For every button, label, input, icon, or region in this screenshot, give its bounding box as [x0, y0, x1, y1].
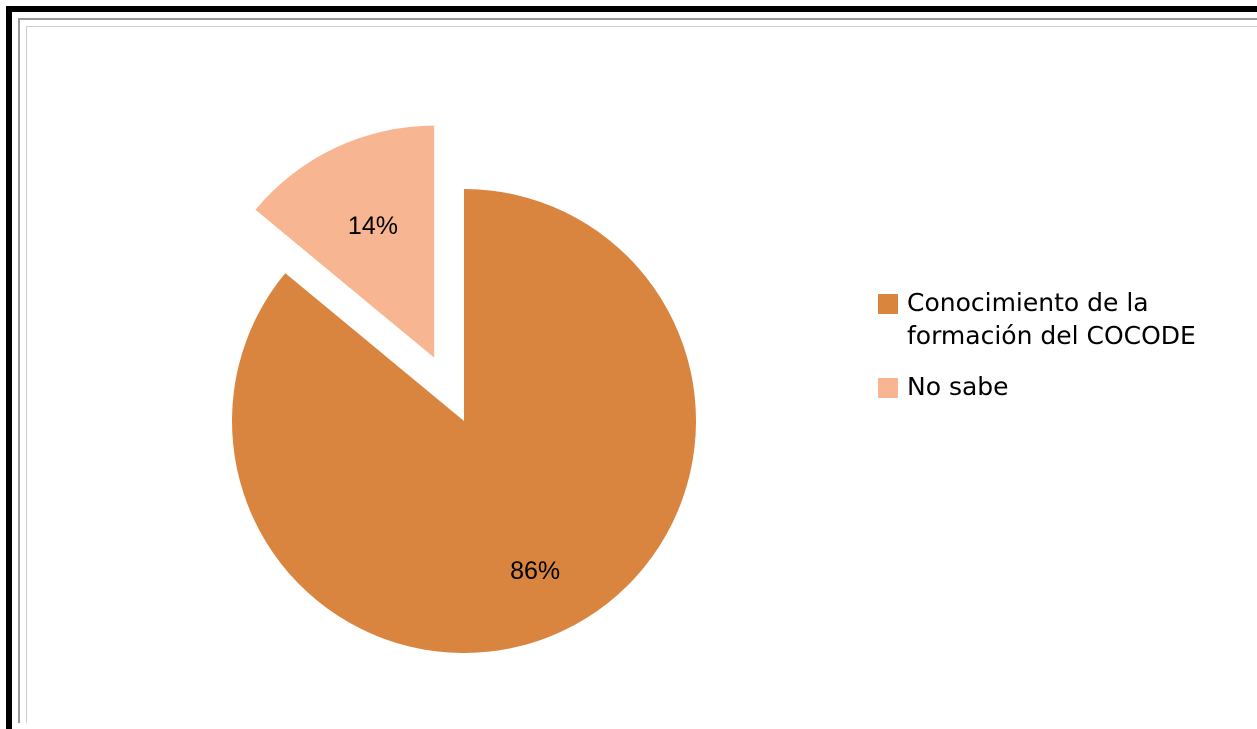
pie-labels: 86% 14% — [348, 212, 560, 585]
chart-frame-line — [26, 26, 1257, 723]
legend-item-no-sabe: No sabe — [876, 370, 1236, 403]
legend-label-no-sabe: No sabe — [907, 372, 1009, 401]
pie-label-14pct: 14% — [348, 212, 398, 240]
legend-swatch-no-sabe — [878, 378, 898, 398]
legend-item-conocimiento: Conocimiento de la formación del COCODE — [876, 286, 1236, 352]
legend-label-conocimiento: Conocimiento de la formación del COCODE — [907, 288, 1196, 350]
chart-legend: Conocimiento de la formación del COCODE … — [876, 286, 1236, 421]
pie-slice-conocimiento-de-la-formaci-n-del-cocode — [232, 189, 696, 653]
pie-slice-no-sabe — [255, 125, 435, 358]
legend-swatch-conocimiento — [878, 294, 898, 314]
pie-label-86pct: 86% — [510, 557, 560, 585]
pie-slices — [232, 125, 696, 653]
